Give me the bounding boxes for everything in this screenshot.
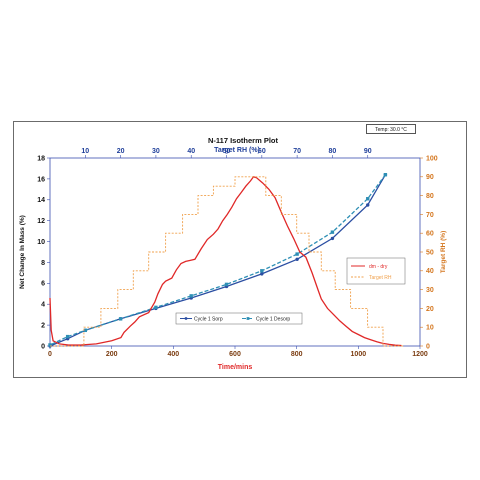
data-point-cycle-1-desorp xyxy=(83,328,88,333)
y2-tick-label: 100 xyxy=(426,155,438,162)
y2-tick-label: 50 xyxy=(426,249,434,256)
top-axis-title: Target RH (%) xyxy=(214,147,260,154)
series-line-cycle-1-desorp xyxy=(49,174,386,346)
legend-label-target-rh: Target RH xyxy=(369,275,392,281)
legend-box-cycles xyxy=(175,312,303,325)
y2-tick-label: 30 xyxy=(426,287,434,294)
legend-marker-cycle-1-desorp xyxy=(246,317,250,320)
series-line-dm-dry xyxy=(49,176,402,347)
top-tick-label: 60 xyxy=(258,148,266,155)
x-tick-label: 1000 xyxy=(351,351,367,358)
y-tick-label: 14 xyxy=(37,197,45,204)
data-point-cycle-1-desorp xyxy=(295,252,299,256)
x-tick-label: 800 xyxy=(291,351,303,358)
top-tick-label: 80 xyxy=(329,148,337,155)
top-tick-label: 70 xyxy=(293,148,301,155)
temperature-label: Temp: 30.0 °C xyxy=(366,124,416,134)
top-tick-label: 10 xyxy=(81,148,89,155)
top-tick-label: 30 xyxy=(152,148,160,155)
y2-tick-label: 0 xyxy=(426,343,430,350)
series-line-target-rh xyxy=(50,176,405,347)
chart-title: N-117 Isotherm Plot xyxy=(208,136,279,145)
data-point-cycle-1-sorp xyxy=(295,257,299,262)
data-point-cycle-1-desorp xyxy=(330,230,335,234)
y-tick-label: 8 xyxy=(41,260,45,267)
data-point-cycle-1-sorp xyxy=(260,272,264,276)
top-tick-label: 20 xyxy=(117,148,125,155)
data-point-cycle-1-desorp xyxy=(224,282,229,287)
data-point-cycle-1-desorp xyxy=(154,305,158,310)
x-axis-title: Time/mins xyxy=(218,364,253,371)
data-point-cycle-1-desorp xyxy=(366,197,370,201)
y-tick-label: 12 xyxy=(37,218,45,225)
data-point-cycle-1-desorp xyxy=(48,343,52,347)
x-tick-label: 0 xyxy=(48,351,52,358)
y2-tick-label: 70 xyxy=(426,212,434,219)
y2-axis-title: Target RH (%) xyxy=(440,231,447,274)
y2-tick-label: 10 xyxy=(426,325,434,332)
y-tick-label: 6 xyxy=(41,281,45,288)
y2-tick-label: 20 xyxy=(426,306,434,313)
x-tick-label: 600 xyxy=(229,351,241,358)
y-tick-label: 2 xyxy=(41,323,45,330)
data-point-cycle-1-sorp xyxy=(330,236,335,241)
chart-frame xyxy=(13,121,467,378)
data-point-cycle-1-sorp xyxy=(366,203,370,207)
legend-box-mass xyxy=(346,257,406,285)
y-tick-label: 18 xyxy=(37,155,45,162)
legend-label-cycle-1-sorp: Cycle 1 Sorp xyxy=(194,316,223,322)
y2-tick-label: 80 xyxy=(426,193,434,200)
y2-tick-label: 90 xyxy=(426,174,434,181)
data-point-cycle-1-desorp xyxy=(118,317,123,321)
y-tick-label: 16 xyxy=(37,176,45,183)
data-point-cycle-1-desorp xyxy=(260,269,264,273)
y-axis-title: Net Change In Mass (%) xyxy=(19,215,26,289)
y-tick-label: 0 xyxy=(41,343,45,350)
y-tick-label: 4 xyxy=(41,302,45,309)
legend-marker-cycle-1-sorp xyxy=(184,317,188,320)
x-tick-label: 1200 xyxy=(412,351,428,358)
legend-label-dm-dry: dm - dry xyxy=(369,264,388,270)
legend-label-cycle-1-desorp: Cycle 1 Desorp xyxy=(256,316,290,322)
y2-tick-label: 60 xyxy=(426,231,434,238)
data-point-cycle-1-desorp xyxy=(189,294,193,298)
x-tick-label: 200 xyxy=(106,351,118,358)
y2-tick-label: 40 xyxy=(426,268,434,275)
x-tick-label: 400 xyxy=(167,351,179,358)
data-point-cycle-1-desorp xyxy=(65,334,70,339)
top-tick-label: 40 xyxy=(187,148,195,155)
top-tick-label: 90 xyxy=(364,148,372,155)
top-tick-label: 50 xyxy=(223,148,231,155)
data-point-cycle-1-desorp xyxy=(383,173,388,177)
y-tick-label: 10 xyxy=(37,239,45,246)
